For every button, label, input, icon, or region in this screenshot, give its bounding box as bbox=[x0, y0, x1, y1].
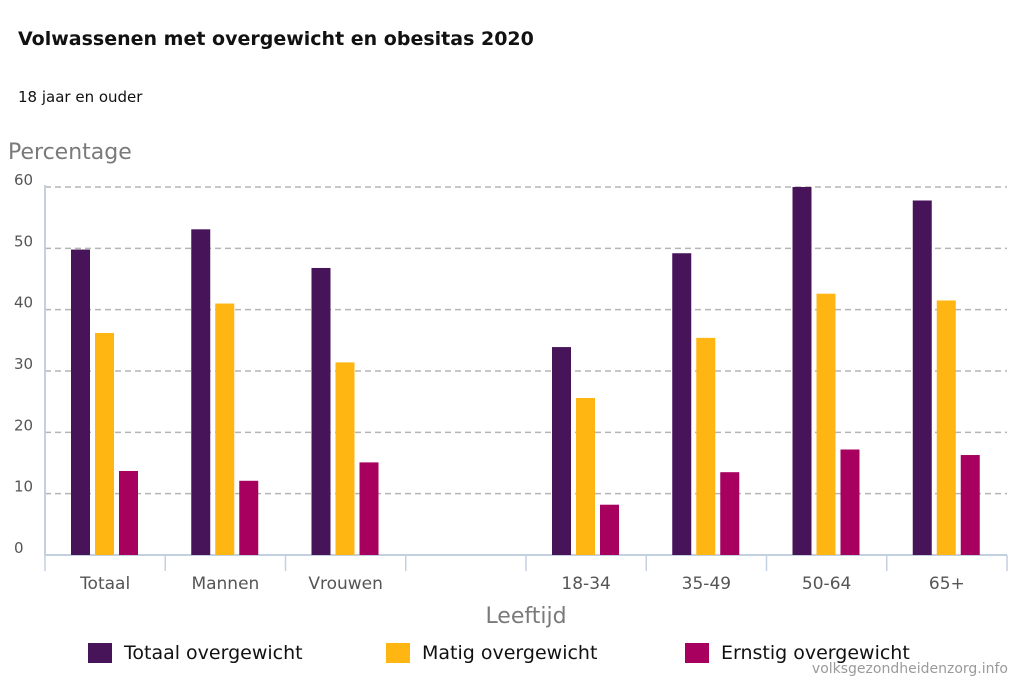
bar bbox=[696, 337, 716, 555]
y-tick-label: 20 bbox=[14, 416, 33, 434]
bar bbox=[71, 249, 90, 555]
legend-label-ernstig: Ernstig overgewicht bbox=[721, 642, 910, 664]
x-axis-label: Leeftijd bbox=[485, 604, 566, 629]
bar bbox=[720, 472, 740, 555]
source-credit: volksgezondheidenzorg.info bbox=[811, 661, 1008, 677]
bar bbox=[335, 362, 355, 555]
bar bbox=[912, 200, 932, 555]
bar bbox=[792, 187, 812, 555]
bar bbox=[816, 293, 836, 555]
legend-swatch-ernstig bbox=[685, 643, 709, 663]
x-tick-label: 50-64 bbox=[802, 574, 851, 594]
legend-swatch-totaal bbox=[88, 643, 112, 663]
bar bbox=[191, 229, 211, 555]
chart-legend: Totaal overgewicht Matig overgewicht Ern… bbox=[88, 638, 988, 668]
bar bbox=[95, 332, 114, 555]
y-axis-label: Percentage bbox=[8, 140, 132, 165]
bar bbox=[215, 303, 235, 555]
x-tick-label: Totaal bbox=[79, 574, 130, 594]
bar bbox=[239, 480, 259, 555]
y-tick-label: 50 bbox=[14, 232, 33, 250]
bar bbox=[960, 455, 980, 555]
y-tick-label: 0 bbox=[14, 539, 24, 557]
bar bbox=[600, 504, 619, 555]
bar bbox=[359, 462, 379, 555]
bar bbox=[311, 267, 331, 555]
x-tick-label: 18-34 bbox=[561, 574, 610, 594]
bar bbox=[936, 300, 956, 555]
x-tick-label: Mannen bbox=[191, 574, 259, 594]
y-tick-label: 40 bbox=[14, 294, 33, 312]
bar bbox=[576, 397, 595, 555]
legend-item-ernstig[interactable]: Ernstig overgewicht bbox=[685, 638, 910, 668]
y-tick-label: 30 bbox=[14, 355, 33, 373]
bar bbox=[672, 253, 692, 556]
y-tick-label: 10 bbox=[14, 478, 33, 496]
y-tick-label: 60 bbox=[14, 171, 33, 189]
x-tick-label: Vrouwen bbox=[308, 574, 383, 594]
chart-subtitle: 18 jaar en ouder bbox=[18, 88, 143, 106]
bar bbox=[119, 470, 138, 555]
bar bbox=[552, 347, 571, 555]
legend-item-matig[interactable]: Matig overgewicht bbox=[386, 638, 597, 668]
x-tick-label: 35-49 bbox=[682, 574, 731, 594]
chart-title: Volwassenen met overgewicht en obesitas … bbox=[18, 28, 534, 50]
bar bbox=[840, 449, 860, 555]
legend-swatch-matig bbox=[386, 643, 410, 663]
x-tick-label: 65+ bbox=[929, 574, 965, 594]
legend-label-matig: Matig overgewicht bbox=[422, 642, 598, 664]
legend-label-totaal: Totaal overgewicht bbox=[124, 642, 303, 664]
legend-item-totaal[interactable]: Totaal overgewicht bbox=[88, 638, 303, 668]
